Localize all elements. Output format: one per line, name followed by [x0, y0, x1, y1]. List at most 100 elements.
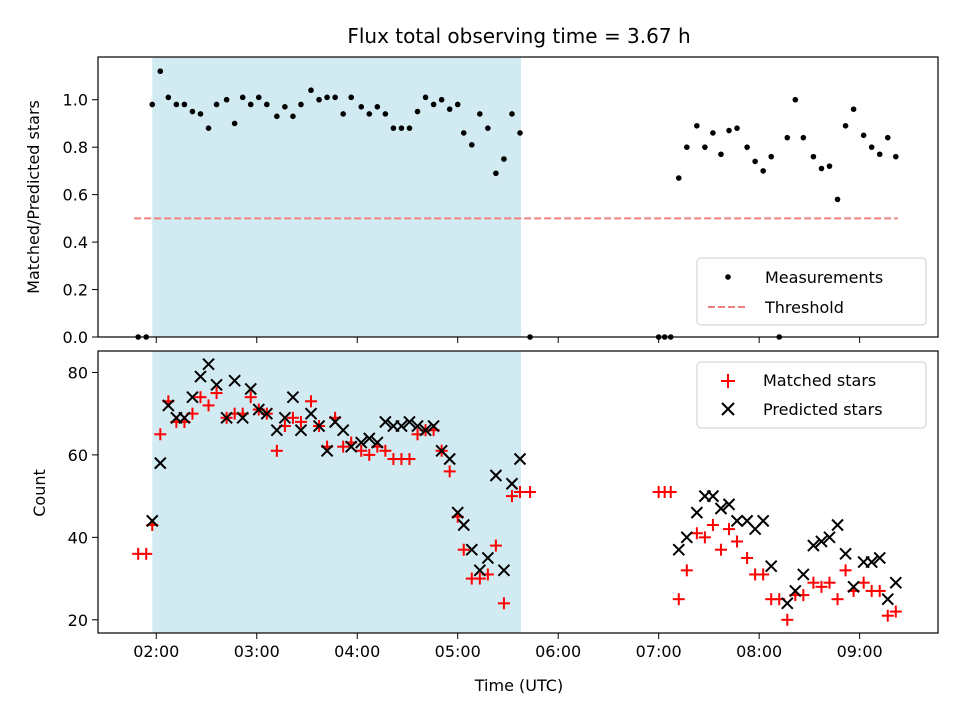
top-series-0-point-29 [374, 104, 381, 110]
bottom-series-0-point-10 [210, 387, 223, 400]
top-series-0-point-6 [181, 101, 188, 108]
bottom-series-0-point-40 [457, 543, 470, 556]
bottom-series-0-point-14 [244, 391, 257, 404]
bottom-series-1-point-33 [419, 423, 432, 437]
bottom-series-0-point-47 [514, 486, 527, 498]
legend-matched-marker [721, 374, 735, 388]
top-series-0-point-28 [366, 111, 373, 117]
legend-measurements-marker [725, 274, 731, 280]
bottom-series-0-point-70 [823, 576, 836, 589]
legend-predicted-label: Predicted stars [763, 400, 883, 419]
bottom-legend: Matched stars Predicted stars [696, 361, 927, 429]
bottom-series-1-point-70 [881, 592, 894, 606]
bottom-series-0-point-25 [337, 440, 350, 453]
top-legend-box [696, 257, 927, 326]
bottom-series-1-point-40 [473, 564, 487, 577]
top-series-0-point-33 [406, 125, 413, 131]
top-series-0-point-26 [348, 94, 355, 101]
legend-threshold-label: Threshold [764, 298, 844, 317]
bottom-series-0-point-33 [403, 453, 416, 466]
top-series-0-point-5 [173, 101, 180, 108]
top-series-0-point-41 [468, 141, 475, 148]
top-series-0-point-67 [800, 134, 807, 141]
bottom-series-1-point-32 [411, 419, 424, 433]
top-y-ticks: 0.0 0.2 0.4 0.6 0.8 1.0 [63, 91, 98, 347]
top-y-tick-label-3: 0.6 [63, 186, 88, 205]
bottom-series-0-point-51 [664, 486, 677, 498]
top-series-0-point-14 [247, 101, 254, 108]
top-series-0-point-59 [734, 125, 740, 131]
bottom-series-1-point-34 [427, 419, 440, 433]
bottom-x-ticks: 02:00 03:00 04:00 05:00 06:00 07:00 08:00 09:00 [133, 633, 883, 661]
bottom-series-0-point-53 [680, 564, 693, 577]
x-axis-label: Time (UTC) [474, 676, 563, 695]
top-series-0-point-47 [517, 130, 523, 136]
bottom-axes-frame [97, 350, 939, 634]
bottom-panel: 02:00 03:00 04:00 05:00 06:00 07:00 08:00 09:00… [30, 350, 939, 695]
top-y-tick-label-5: 1.0 [63, 91, 88, 110]
bottom-series-1-point-16 [278, 411, 292, 424]
bottom-y-ticks: 20 40 60 80 [68, 363, 98, 630]
bottom-series-0-point-52 [672, 593, 685, 606]
bottom-series-1-point-69 [873, 551, 886, 565]
top-series-0-point-75 [868, 144, 875, 150]
bottom-series-1-point-42 [489, 469, 503, 482]
bottom-series-0-point-54 [690, 527, 703, 540]
top-series-0-point-19 [290, 113, 296, 120]
top-series-0-point-25 [340, 111, 346, 117]
bottom-series-0-point-68 [807, 576, 820, 589]
top-series-0-point-71 [834, 196, 841, 203]
top-panel: 0.0 0.2 0.4 0.6 0.8 1.0 Matched/Predicted sta… [24, 56, 939, 347]
bottom-series-0-point-9 [202, 399, 215, 412]
bottom-series-0-point-3 [154, 428, 167, 441]
top-series-0-point-78 [892, 153, 899, 160]
bottom-series-1-point-53 [730, 514, 744, 528]
top-x-ticks [155, 337, 861, 343]
top-series-0-point-24 [332, 94, 338, 101]
top-y-axis-label: Matched/Predicted stars [24, 100, 43, 294]
top-series-0-point-20 [298, 101, 304, 108]
bottom-series-1-point-47 [680, 531, 694, 544]
top-series-0-point-27 [358, 104, 365, 110]
bottom-legend-box [696, 361, 927, 429]
bottom-series-1-point-44 [505, 477, 519, 490]
bottom-series-0-point-42 [473, 572, 486, 585]
top-series-0-point-22 [316, 96, 322, 103]
top-series-0-point-35 [422, 94, 429, 101]
top-series-0-point-36 [430, 101, 437, 108]
top-series-0-point-42 [477, 111, 483, 117]
top-series-0-point-55 [702, 144, 708, 150]
top-series-0-point-23 [324, 94, 330, 101]
top-series-0-point-11 [223, 96, 230, 103]
bottom-series-0-point-71 [831, 593, 844, 606]
x-tick-label-4: 06:00 [535, 642, 581, 661]
bottom-series-1-point-0 [146, 514, 159, 528]
bottom-series-0-point-48 [524, 486, 537, 498]
top-series-0-point-18 [282, 104, 288, 110]
bottom-series-1-point-18 [294, 423, 308, 437]
x-tick-label-6: 08:00 [736, 642, 782, 661]
x-tick-label-3: 05:00 [435, 642, 481, 661]
top-series-0-point-34 [414, 108, 421, 115]
bottom-series-1-point-15 [270, 423, 284, 437]
bottom-series-1-point-25 [355, 436, 368, 449]
bottom-series-1-point-28 [379, 415, 392, 429]
top-series-0-point-74 [860, 132, 867, 139]
bottom-series-0-point-17 [270, 444, 283, 457]
top-series-0-point-65 [784, 134, 791, 141]
top-series-0-point-58 [726, 127, 732, 134]
top-series-0-point-44 [493, 170, 499, 177]
bottom-series-1-point-45 [513, 452, 527, 466]
bottom-series-0-point-76 [873, 584, 886, 597]
top-series-0-point-54 [694, 123, 700, 129]
bottom-series-1-point-13 [252, 403, 265, 416]
top-series-0-point-61 [752, 158, 758, 165]
bottom-series-0-point-55 [698, 531, 711, 544]
bottom-series-1-point-17 [286, 390, 300, 404]
bottom-series-0-point-78 [889, 605, 902, 618]
bottom-series-1-point-50 [706, 489, 720, 503]
bottom-series-0-point-1 [140, 547, 153, 560]
bottom-y-tick-label-1: 40 [68, 528, 88, 547]
bottom-series-0-point-46 [505, 490, 518, 503]
